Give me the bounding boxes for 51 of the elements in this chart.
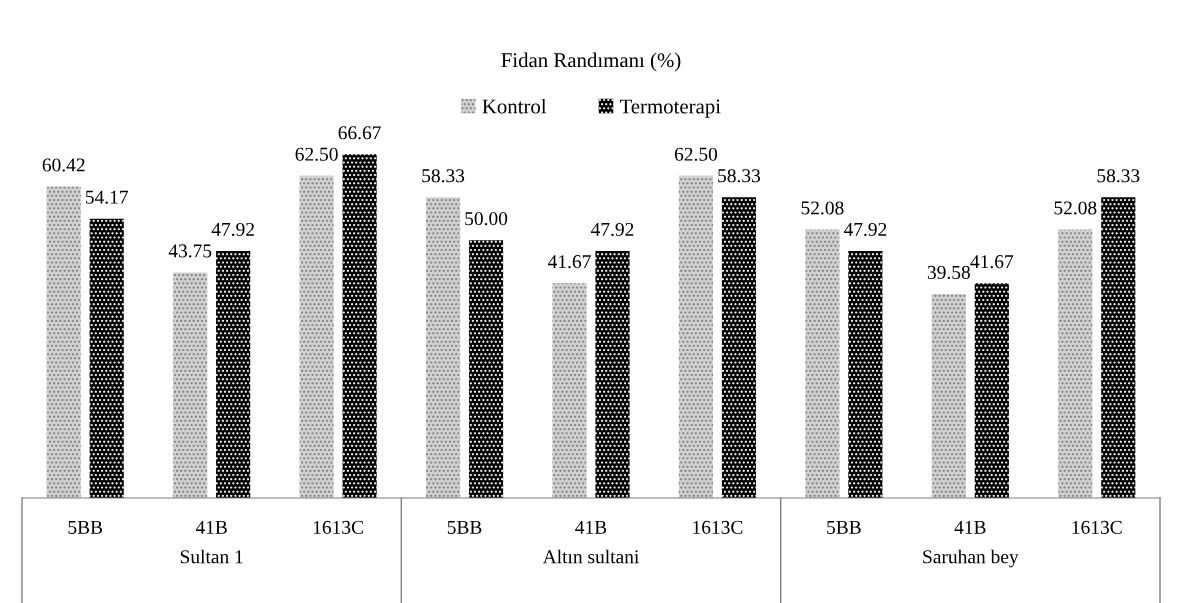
chart-title: Fidan Randımanı (%) xyxy=(501,52,681,72)
bar xyxy=(721,197,757,498)
bar xyxy=(595,251,630,498)
legend-label: Kontrol xyxy=(482,98,547,114)
x-tick-label: 41B xyxy=(195,520,227,534)
data-label: 39.58 xyxy=(927,265,970,280)
data-label: 50.00 xyxy=(465,212,508,226)
data-label: 47.92 xyxy=(591,222,634,237)
bar xyxy=(425,197,461,498)
data-label: 66.67 xyxy=(338,126,381,140)
data-label: 58.33 xyxy=(422,169,465,183)
bar xyxy=(1058,229,1093,498)
data-label: 60.42 xyxy=(42,158,85,172)
bar xyxy=(931,293,966,498)
data-label: 58.33 xyxy=(1097,169,1140,183)
x-tick-label: 1613C xyxy=(693,520,743,534)
x-tick-label: 5BB xyxy=(447,520,482,534)
data-label: 62.50 xyxy=(295,147,338,161)
text: Saruhan bey xyxy=(923,549,1019,568)
data-label: 41.67 xyxy=(548,255,591,269)
data-label: 58.33 xyxy=(718,169,761,183)
data-label: 47.92 xyxy=(843,222,887,237)
bar xyxy=(974,283,1009,498)
text: Sultan 1 xyxy=(180,549,243,564)
x-tick-label: 41B xyxy=(575,520,607,534)
data-label: 43.75 xyxy=(168,244,212,258)
x-tick-label: 1613C xyxy=(1072,520,1122,534)
bar xyxy=(46,186,81,498)
data-label: 41.67 xyxy=(970,255,1014,269)
bar xyxy=(468,240,504,498)
bar xyxy=(848,251,883,498)
bar xyxy=(216,251,251,498)
data-label: 47.92 xyxy=(211,222,254,237)
bar xyxy=(552,283,587,498)
bar xyxy=(89,218,124,498)
bar xyxy=(1101,197,1136,498)
x-tick-label: 1613C xyxy=(313,520,363,534)
x-tick-label: 5BB xyxy=(68,520,103,534)
bar xyxy=(678,175,714,498)
bar xyxy=(342,154,377,498)
legend-label: Termoterapi xyxy=(619,99,721,118)
bar xyxy=(173,272,208,498)
data-label: 52.08 xyxy=(801,201,844,215)
data-label: 54.17 xyxy=(85,190,129,204)
bar xyxy=(299,175,334,498)
data-label: 52.08 xyxy=(1054,201,1097,215)
x-tick-label: 5BB xyxy=(827,520,861,534)
x-tick-label: 41B xyxy=(954,520,986,534)
bar xyxy=(805,229,840,498)
data-label: 62.50 xyxy=(674,147,718,161)
text: Altın sultani xyxy=(542,549,639,564)
